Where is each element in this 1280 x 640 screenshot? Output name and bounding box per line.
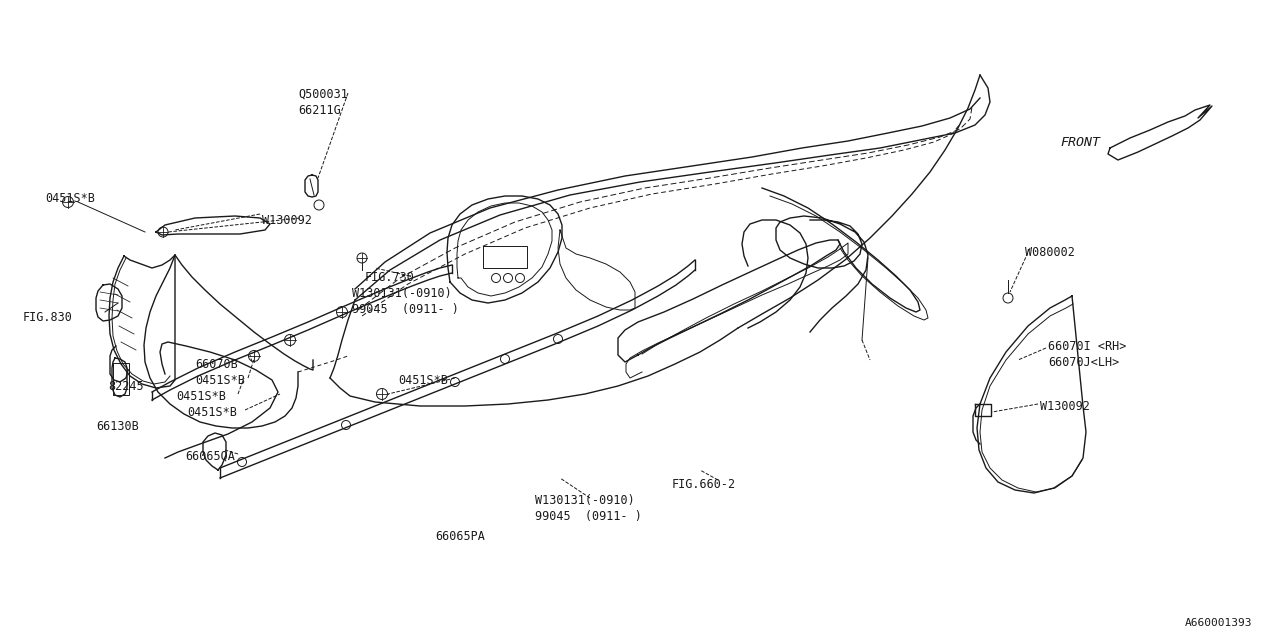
Text: 66070I <RH>: 66070I <RH> [1048, 340, 1126, 353]
Text: 66065PA: 66065PA [435, 530, 485, 543]
Text: 0451S*B: 0451S*B [195, 374, 244, 387]
Text: 66065QA: 66065QA [186, 450, 234, 463]
Text: 0451S*B: 0451S*B [187, 406, 237, 419]
Text: 99045  (0911- ): 99045 (0911- ) [352, 303, 458, 316]
Text: W130092: W130092 [1039, 400, 1089, 413]
Bar [113, 363, 129, 395]
Text: A660001393: A660001393 [1184, 618, 1252, 628]
Text: W130131(-0910): W130131(-0910) [535, 494, 635, 507]
Text: FRONT: FRONT [1060, 136, 1100, 149]
Text: 66211G: 66211G [298, 104, 340, 117]
Text: 66130B: 66130B [96, 420, 138, 433]
Text: FIG.730: FIG.730 [365, 271, 415, 284]
Text: 66070B: 66070B [195, 358, 238, 371]
Text: W130092: W130092 [262, 214, 312, 227]
Text: FIG.830: FIG.830 [23, 311, 73, 324]
Text: 0451S*B: 0451S*B [177, 390, 225, 403]
Text: W080002: W080002 [1025, 246, 1075, 259]
Text: FIG.660-2: FIG.660-2 [672, 478, 736, 491]
Text: 0451S*B: 0451S*B [398, 374, 448, 387]
Text: 66070J<LH>: 66070J<LH> [1048, 356, 1119, 369]
Text: Q500031: Q500031 [298, 88, 348, 101]
Text: W130131(-0910): W130131(-0910) [352, 287, 452, 300]
Text: 82245: 82245 [108, 380, 143, 393]
Text: 99045  (0911- ): 99045 (0911- ) [535, 510, 641, 523]
Text: 0451S*B: 0451S*B [45, 192, 95, 205]
